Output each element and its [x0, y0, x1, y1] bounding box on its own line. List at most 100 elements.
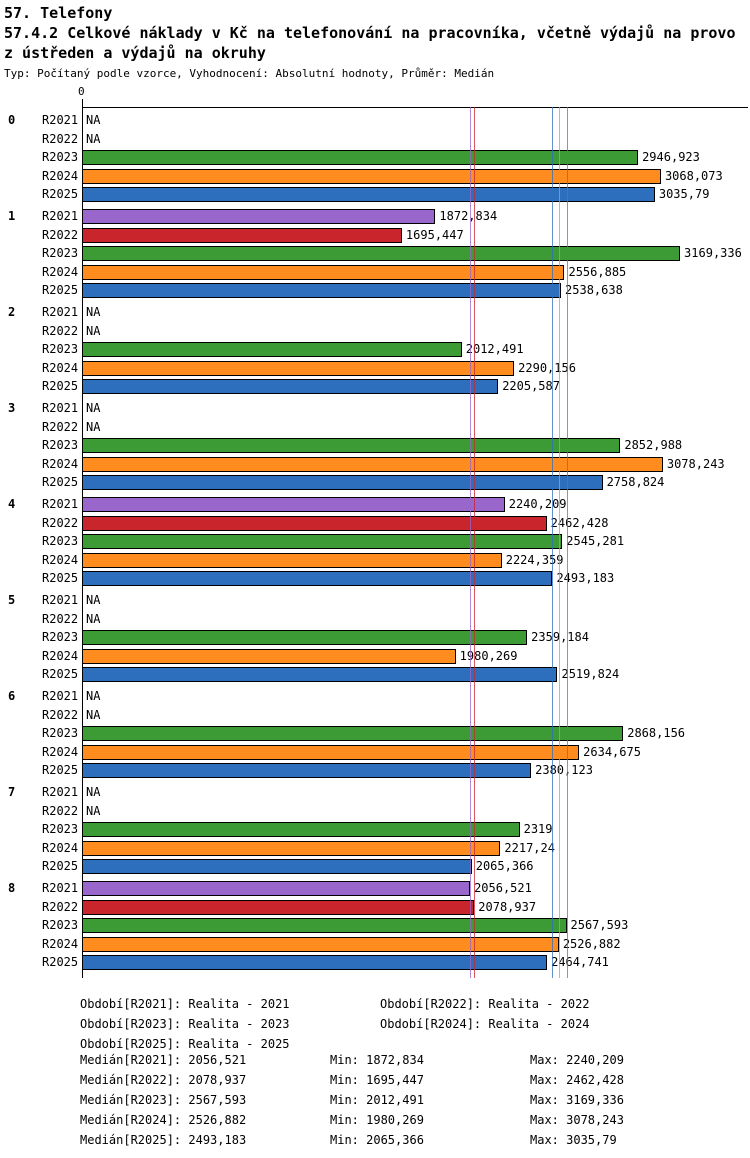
bar-row: R2023 2868,156 [42, 726, 748, 741]
bar [82, 859, 472, 874]
plot-area: 0 0 R2021 NA R2022 NA R2023 2946,923 R2024 3068,… [8, 85, 748, 978]
group-label: 1 [8, 209, 16, 223]
bar-value-label: 2538,638 [565, 283, 623, 297]
bar-row: R2025 2538,638 [42, 283, 748, 298]
bar-row: R2022 NA [42, 612, 748, 627]
bar-row: R2025 2493,183 [42, 571, 748, 586]
series-label: R2021 [42, 113, 79, 127]
bar [82, 515, 547, 531]
bar-row: R2024 2290,156 [42, 360, 748, 376]
legend-item-r2022: Období[R2022]: Realita - 2022 [380, 997, 590, 1011]
bar [82, 534, 563, 549]
stat-median: Medián[R2025]: 2493,183 [80, 1133, 247, 1147]
series-label: R2025 [42, 187, 79, 201]
series-label: R2021 [42, 497, 79, 511]
na-value: NA [86, 803, 101, 818]
bar-row: R2024 2217,24 [42, 840, 748, 856]
bar-row: R2024 2556,885 [42, 264, 748, 280]
na-value: NA [86, 401, 101, 415]
bar [82, 264, 565, 280]
na-value: NA [86, 323, 101, 338]
bar [82, 763, 532, 778]
stat-min: Min: 1980,269 [330, 1113, 424, 1127]
bar [82, 438, 621, 453]
stat-median: Medián[R2022]: 2078,937 [80, 1073, 247, 1087]
stat-median: Medián[R2023]: 2567,593 [80, 1093, 247, 1107]
bar-row: R2022 NA [42, 708, 748, 723]
stat-min: Min: 1872,834 [330, 1053, 424, 1067]
bar-value-label: 2634,675 [583, 744, 641, 759]
series-label: R2024 [42, 264, 79, 279]
na-value: NA [86, 419, 101, 434]
bar-value-label: 2519,824 [561, 667, 620, 681]
bar-row: R2025 2380,123 [42, 763, 748, 778]
bar-value-label: 2556,885 [568, 264, 627, 279]
series-label: R2022 [42, 611, 79, 626]
legend-item-r2025: Období[R2025]: Realita - 2025 [80, 1037, 290, 1051]
bar-row: R2021 2056,521 [42, 881, 748, 896]
bar-row: R2023 2359,184 [42, 630, 748, 645]
bar [82, 899, 475, 915]
series-label: R2025 [42, 283, 79, 297]
stat-row: Medián[R2024]: 2526,882 Min: 1980,269 Ma… [0, 1113, 750, 1133]
series-label: R2022 [42, 131, 79, 146]
bar-value-label: 2868,156 [627, 726, 686, 740]
series-label: R2024 [42, 456, 79, 471]
bar-value-label: 2567,593 [570, 918, 629, 932]
series-label: R2021 [42, 305, 79, 319]
series-label: R2024 [42, 648, 79, 663]
series-label: R2022 [42, 707, 79, 722]
bar [82, 456, 663, 472]
bar-row: R2024 2224,359 [42, 552, 748, 568]
series-label: R2023 [42, 534, 79, 548]
series-label: R2025 [42, 571, 79, 585]
bar [82, 379, 499, 394]
legend: Období[R2021]: Realita - 2021 Období[R20… [0, 995, 750, 1053]
bar-value-label: 2946,923 [642, 150, 700, 164]
group-label: 5 [8, 593, 16, 607]
bar [82, 227, 402, 243]
bar-value-label: 2359,184 [531, 630, 589, 644]
series-label: R2022 [42, 227, 79, 242]
na-value: NA [86, 131, 101, 146]
stat-row: Medián[R2025]: 2493,183 Min: 2065,366 Ma… [0, 1133, 750, 1153]
series-label: R2023 [42, 918, 79, 932]
bar-row: R2024 3068,073 [42, 168, 748, 184]
bar-value-label: 2224,359 [505, 552, 564, 567]
stat-median: Medián[R2024]: 2526,882 [80, 1113, 247, 1127]
series-label: R2023 [42, 726, 79, 740]
bar-row: R2024 2634,675 [42, 744, 748, 760]
bar-row: R2021 NA [42, 305, 748, 320]
series-label: R2024 [42, 840, 79, 855]
stat-median: Medián[R2021]: 2056,521 [80, 1053, 247, 1067]
bar-value-label: 2464,741 [551, 955, 609, 969]
median-line-r2021 [470, 107, 472, 978]
stat-max: Max: 2462,428 [530, 1073, 624, 1087]
bar-row: R2021 NA [42, 593, 748, 608]
bar [82, 881, 471, 896]
bar-row: R2025 2065,366 [42, 859, 748, 874]
series-label: R2023 [42, 630, 79, 644]
report-meta: Typ: Počítaný podle vzorce, Vyhodnocení:… [4, 67, 495, 80]
series-label: R2025 [42, 667, 79, 681]
median-line-r2022 [474, 107, 476, 978]
bar-row: R2022 NA [42, 323, 748, 339]
stat-max: Max: 3078,243 [530, 1113, 624, 1127]
bar-row: R2022 NA [42, 419, 748, 435]
series-label: R2021 [42, 785, 79, 799]
x-axis-tick [82, 99, 83, 107]
bar [82, 552, 502, 568]
bar [82, 246, 681, 261]
bar-row: R2023 2567,593 [42, 918, 748, 933]
series-label: R2021 [42, 209, 79, 223]
bar-row: R2024 2526,882 [42, 936, 748, 952]
legend-item-r2023: Období[R2023]: Realita - 2023 [80, 1017, 290, 1031]
bar [82, 936, 559, 952]
bar-value-label: 2012,491 [465, 342, 524, 356]
bar [82, 342, 462, 357]
bar-row: R2025 3035,79 [42, 187, 748, 202]
group-label: 6 [8, 689, 16, 703]
bar-value-label: 2078,937 [478, 899, 537, 914]
bar-row: R2025 2758,824 [42, 475, 748, 490]
